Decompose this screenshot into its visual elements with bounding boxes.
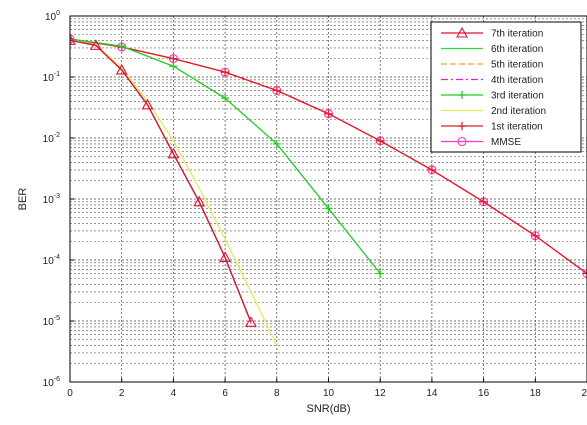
y-axis-label: BER — [17, 188, 29, 211]
legend-marker-4 — [458, 91, 466, 99]
data-point-6-5 — [324, 109, 333, 118]
data-point-0-4 — [167, 147, 180, 159]
series-2 — [70, 39, 252, 323]
y-tick-base: 10 — [43, 378, 55, 389]
series-1 — [70, 39, 252, 323]
data-point-4-5 — [324, 204, 333, 213]
series-layer — [70, 34, 587, 346]
axes-ticks: 0246810121416182010010-110-210-310-410-5… — [43, 10, 587, 399]
data-point-0-5 — [193, 195, 206, 207]
legend-entry-label: 4th iteration — [491, 75, 543, 86]
data-point-0-7 — [245, 316, 257, 327]
y-tick-label: 10-4 — [43, 254, 60, 267]
y-tick-label: 10-6 — [43, 376, 60, 389]
x-tick-label: 10 — [323, 388, 335, 399]
legend-marker-7 — [457, 136, 467, 147]
legend-entry-label: 7th iteration — [491, 29, 543, 40]
x-tick-label: 6 — [222, 388, 228, 399]
data-point-6-8 — [479, 197, 488, 206]
x-tick-label: 4 — [171, 388, 177, 399]
data-point-6-6 — [376, 136, 385, 145]
data-point-0-1 — [89, 39, 102, 50]
data-point-6-4 — [272, 86, 281, 95]
legend-entry-label: 3rd iteration — [491, 91, 544, 102]
y-tick-exponent: -6 — [54, 376, 60, 383]
series-line-1 — [70, 39, 252, 323]
y-tick-label: 10-5 — [43, 315, 60, 328]
data-point-0-2 — [115, 63, 128, 75]
series-5 — [70, 38, 278, 346]
data-point-4-1 — [117, 42, 126, 51]
legend-marker-0 — [456, 26, 468, 38]
data-point-6-9 — [531, 231, 540, 240]
x-tick-label: 20 — [581, 388, 587, 399]
y-tick-exponent: -2 — [54, 132, 60, 139]
series-line-0 — [70, 39, 252, 323]
x-tick-label: 12 — [375, 388, 387, 399]
x-tick-label: 14 — [426, 388, 438, 399]
legend-marker-6 — [458, 122, 466, 130]
y-tick-label: 10-2 — [43, 132, 60, 145]
y-tick-exponent: -5 — [54, 315, 60, 322]
legend-entry-label: 5th iteration — [491, 60, 543, 71]
data-point-0-6 — [219, 251, 232, 263]
y-tick-exponent: -3 — [54, 193, 60, 200]
data-point-6-7 — [427, 165, 436, 174]
y-tick-exponent: -1 — [54, 71, 60, 78]
y-tick-base: 10 — [43, 195, 55, 206]
data-point-4-4 — [272, 139, 281, 148]
data-point-0-3 — [141, 98, 154, 110]
legend-entry-label: 1st iteration — [491, 122, 543, 133]
x-tick-label: 16 — [478, 388, 490, 399]
data-point-4-2 — [169, 62, 178, 71]
y-tick-label: 10-1 — [43, 71, 60, 84]
y-tick-base: 10 — [43, 134, 55, 145]
data-point-4-3 — [221, 94, 230, 103]
y-tick-base: 10 — [43, 256, 55, 267]
legend-entry-label: 6th iteration — [491, 44, 543, 55]
series-line-5 — [70, 38, 278, 346]
x-axis-label: SNR(dB) — [306, 403, 350, 415]
legend-box — [430, 21, 582, 153]
data-point-6-10 — [583, 269, 587, 278]
y-tick-base: 10 — [43, 73, 55, 84]
data-point-4-6 — [376, 269, 385, 278]
data-point-0-0 — [70, 34, 76, 45]
series-line-3 — [70, 39, 252, 323]
y-tick-exponent: -4 — [54, 254, 60, 261]
series-3 — [70, 39, 252, 323]
series-0 — [70, 34, 257, 327]
data-point-6-3 — [221, 68, 230, 77]
y-tick-exponent: 0 — [56, 10, 60, 17]
legend-entry-label: MMSE — [491, 137, 521, 148]
x-tick-label: 0 — [67, 388, 73, 399]
x-tick-label: 8 — [274, 388, 280, 399]
y-tick-base: 10 — [45, 12, 57, 23]
x-tick-label: 2 — [119, 388, 125, 399]
x-tick-label: 18 — [530, 388, 542, 399]
series-line-2 — [70, 39, 252, 323]
y-tick-label: 100 — [45, 10, 60, 23]
legend: 7th iteration 6th iteration 5th iteration 4… — [430, 21, 582, 153]
data-point-6-2 — [169, 54, 178, 63]
y-tick-label: 10-3 — [43, 193, 60, 206]
legend-entry-label: 2nd iteration — [491, 106, 546, 117]
y-tick-base: 10 — [43, 317, 55, 328]
